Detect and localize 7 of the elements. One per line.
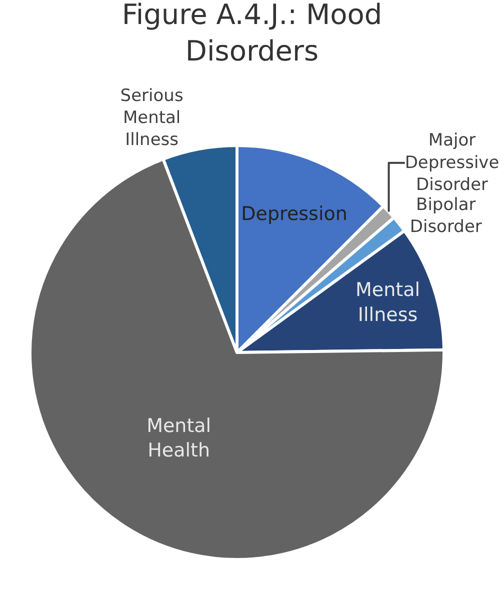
slice-label: Major Depressive Disorder [404, 130, 500, 195]
slice-label: Mental Illness [356, 279, 420, 326]
slice-label: Bipolar Disorder [410, 194, 482, 238]
slice-label: Mental Health [146, 414, 212, 462]
slice-label: Depression [241, 203, 348, 226]
slice-label: Serious Mental Illness [120, 86, 184, 150]
chart-title: Figure A.4.J.: Mood Disorders [122, 0, 382, 68]
